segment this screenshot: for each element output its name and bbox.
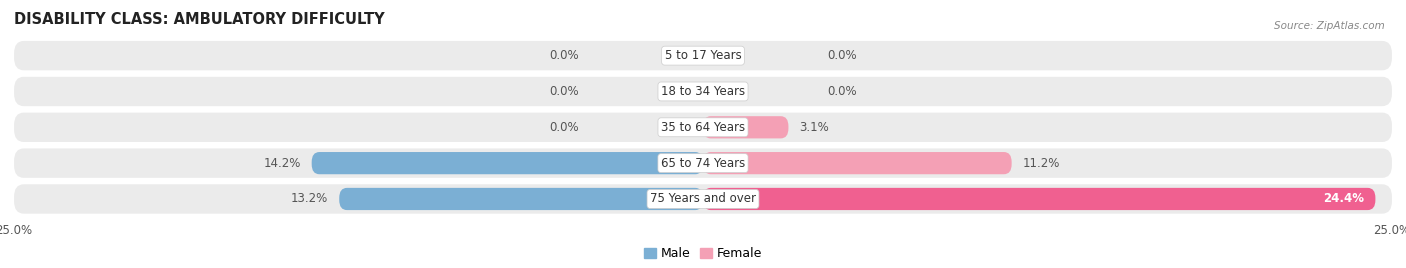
Text: 0.0%: 0.0%: [827, 85, 856, 98]
Text: 0.0%: 0.0%: [827, 49, 856, 62]
FancyBboxPatch shape: [14, 77, 1392, 106]
Text: 24.4%: 24.4%: [1323, 192, 1364, 206]
FancyBboxPatch shape: [703, 152, 1012, 174]
Text: 13.2%: 13.2%: [291, 192, 328, 206]
Text: 75 Years and over: 75 Years and over: [650, 192, 756, 206]
FancyBboxPatch shape: [312, 152, 703, 174]
Text: 0.0%: 0.0%: [550, 85, 579, 98]
FancyBboxPatch shape: [703, 188, 1375, 210]
Text: Source: ZipAtlas.com: Source: ZipAtlas.com: [1274, 21, 1385, 31]
Text: 14.2%: 14.2%: [263, 157, 301, 170]
Text: 18 to 34 Years: 18 to 34 Years: [661, 85, 745, 98]
Text: 11.2%: 11.2%: [1022, 157, 1060, 170]
Text: 3.1%: 3.1%: [800, 121, 830, 134]
Legend: Male, Female: Male, Female: [638, 242, 768, 265]
Text: 5 to 17 Years: 5 to 17 Years: [665, 49, 741, 62]
Text: 0.0%: 0.0%: [550, 121, 579, 134]
FancyBboxPatch shape: [14, 148, 1392, 178]
FancyBboxPatch shape: [703, 116, 789, 138]
Text: 35 to 64 Years: 35 to 64 Years: [661, 121, 745, 134]
Text: 65 to 74 Years: 65 to 74 Years: [661, 157, 745, 170]
Text: 0.0%: 0.0%: [550, 49, 579, 62]
FancyBboxPatch shape: [14, 41, 1392, 70]
FancyBboxPatch shape: [339, 188, 703, 210]
Text: DISABILITY CLASS: AMBULATORY DIFFICULTY: DISABILITY CLASS: AMBULATORY DIFFICULTY: [14, 12, 385, 27]
FancyBboxPatch shape: [14, 184, 1392, 214]
FancyBboxPatch shape: [14, 113, 1392, 142]
